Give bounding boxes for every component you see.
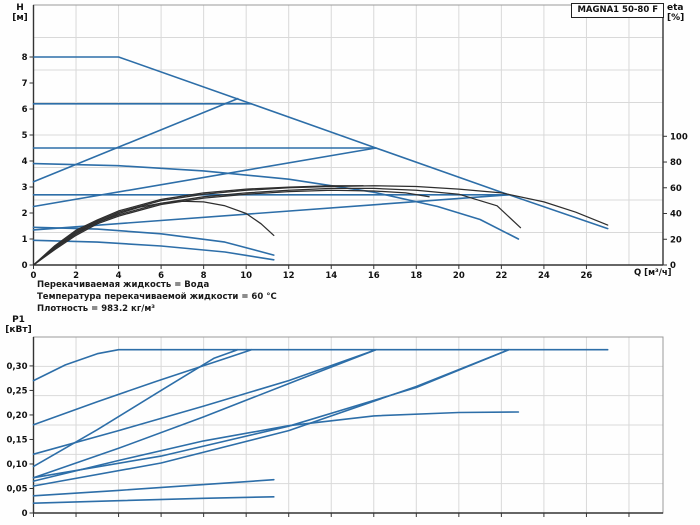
svg-text:18: 18 (410, 271, 422, 281)
series-prop-pressure-4.5 (32, 147, 377, 208)
svg-text:5: 5 (22, 131, 28, 141)
eta-axis-label: eta [%] (667, 3, 685, 23)
svg-text:20: 20 (670, 235, 682, 245)
series-const-curve-iii (32, 162, 520, 240)
svg-text:3: 3 (22, 183, 28, 193)
svg-text:22: 22 (495, 271, 507, 281)
svg-text:0,25: 0,25 (7, 386, 28, 396)
svg-text:6: 6 (22, 105, 28, 115)
svg-text:24: 24 (538, 271, 550, 281)
svg-text:6: 6 (158, 271, 164, 281)
svg-text:40: 40 (670, 210, 682, 220)
series-max-curve (32, 56, 609, 230)
series-power-cc-ii (32, 478, 275, 497)
svg-text:0: 0 (22, 509, 28, 519)
series-power-cp-4.5 (32, 348, 377, 456)
svg-text:100: 100 (670, 132, 688, 142)
svg-text:14: 14 (325, 271, 337, 281)
svg-text:80: 80 (670, 158, 682, 168)
svg-text:20: 20 (453, 271, 465, 281)
svg-text:0,20: 0,20 (7, 411, 28, 421)
svg-text:60: 60 (670, 184, 682, 194)
svg-text:8: 8 (201, 271, 207, 281)
svg-text:16: 16 (368, 271, 380, 281)
head-axis-label: H [м] (12, 3, 28, 23)
series-min-curve (32, 239, 275, 261)
svg-text:2: 2 (73, 271, 79, 281)
series-prop-pressure-6.4 (32, 97, 239, 183)
series-power-min (32, 495, 275, 505)
series-eta-speed-2 (32, 187, 522, 266)
series-const-curve-ii (32, 226, 275, 256)
svg-text:7: 7 (22, 79, 28, 89)
series-power-pp-4.5 (32, 348, 377, 479)
pumped-liquid-line: Перекачиваемая жидкость = Вода (37, 280, 210, 290)
svg-text:0,05: 0,05 (7, 484, 28, 494)
svg-text:26: 26 (581, 271, 593, 281)
svg-text:10: 10 (240, 271, 252, 281)
svg-text:0: 0 (22, 261, 28, 271)
series-power-pp-2.7 (32, 348, 510, 487)
svg-text:0,30: 0,30 (7, 362, 28, 372)
series-prop-pressure-2.7 (32, 194, 510, 231)
svg-text:0: 0 (670, 261, 676, 271)
svg-text:0,15: 0,15 (7, 435, 28, 445)
series-eta-max (32, 185, 609, 266)
flow-axis-label: Q [м³/ч] (634, 268, 672, 278)
svg-text:1: 1 (22, 235, 28, 245)
series-power-max (32, 348, 609, 382)
svg-text:0: 0 (31, 271, 37, 281)
series-eta-speed-3 (32, 200, 275, 266)
svg-text:4: 4 (116, 271, 122, 281)
svg-text:12: 12 (283, 271, 295, 281)
liquid-temperature-line: Температура перекачиваемой жидкости = 60… (37, 292, 277, 302)
power-axis-label: P1 [кВт] (5, 315, 32, 335)
svg-text:4: 4 (22, 157, 28, 167)
density-line: Плотность = 983.2 кг/м³ (37, 304, 156, 314)
fluid-info-block: Перекачиваемая жидкость = Вода Температу… (37, 279, 277, 315)
series-power-pp-6.4 (32, 348, 239, 468)
series-eta-speed-4 (32, 189, 430, 266)
svg-text:0,10: 0,10 (7, 460, 28, 470)
series-eta-speed-5 (32, 185, 364, 266)
series-power-cp-6.2 (32, 348, 253, 426)
svg-text:2: 2 (22, 209, 28, 219)
pump-model-title: MAGNA1 50-80 F (571, 3, 664, 18)
svg-text:8: 8 (22, 53, 28, 63)
series-power-cc-iii (32, 411, 520, 482)
